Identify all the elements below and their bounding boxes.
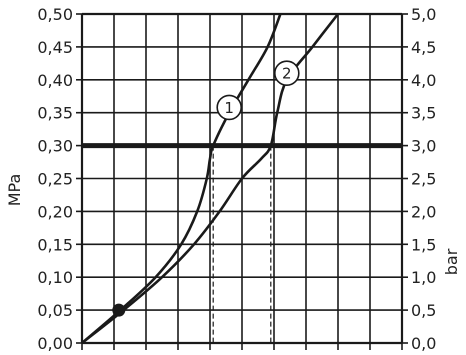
y-tick-label-left: 0,25 xyxy=(37,170,73,189)
y-tick-label-right: 0,0 xyxy=(411,334,436,353)
y-tick-label-right: 5,0 xyxy=(411,5,436,24)
y-tick-label-right: 0,5 xyxy=(411,301,436,320)
y-tick-label-left: 0,35 xyxy=(37,104,73,123)
y-tick-label-left: 0,05 xyxy=(37,301,73,320)
curve-label-circle-2 xyxy=(273,60,300,87)
y-tick-label-right: 3,5 xyxy=(411,104,436,123)
y-tick-label-right: 1,0 xyxy=(411,268,436,287)
axes xyxy=(76,12,408,350)
y-tick-label-left: 0,45 xyxy=(37,38,73,57)
y-tick-label-left: 0,00 xyxy=(37,334,73,353)
start-point-marker xyxy=(112,303,126,317)
y-tick-label-right: 1,5 xyxy=(411,235,436,254)
y-tick-label-right: 2,0 xyxy=(411,202,436,221)
y-tick-label-right: 4,5 xyxy=(411,38,436,57)
y-axis-title-right: bar xyxy=(442,248,461,275)
y-tick-label-left: 0,50 xyxy=(37,5,73,24)
y-tick-label-left: 0,40 xyxy=(37,71,73,90)
curve-label-1: 1 xyxy=(224,99,234,117)
y-tick-label-left: 0,30 xyxy=(37,137,73,156)
reference-line-group xyxy=(82,143,402,343)
y-tick-label-left: 0,10 xyxy=(37,268,73,287)
curve-label-circle-1 xyxy=(216,94,242,121)
y-tick-label-left: 0,20 xyxy=(37,202,73,221)
labels: 1 2 0,00 0,0 0,05 0,5 0,10 1,0 0,15 1,5 0,20 2,0 0,2… xyxy=(37,5,436,353)
y-axis-title-left: MPa xyxy=(5,174,24,207)
y-tick-label-right: 2,5 xyxy=(411,170,436,189)
series-line-1 xyxy=(81,13,282,344)
y-tick-label-left: 0,15 xyxy=(37,235,73,254)
y-tick-label-right: 4,0 xyxy=(411,71,436,90)
y-tick-label-right: 3,0 xyxy=(411,137,436,156)
curve-label-2: 2 xyxy=(282,65,292,83)
